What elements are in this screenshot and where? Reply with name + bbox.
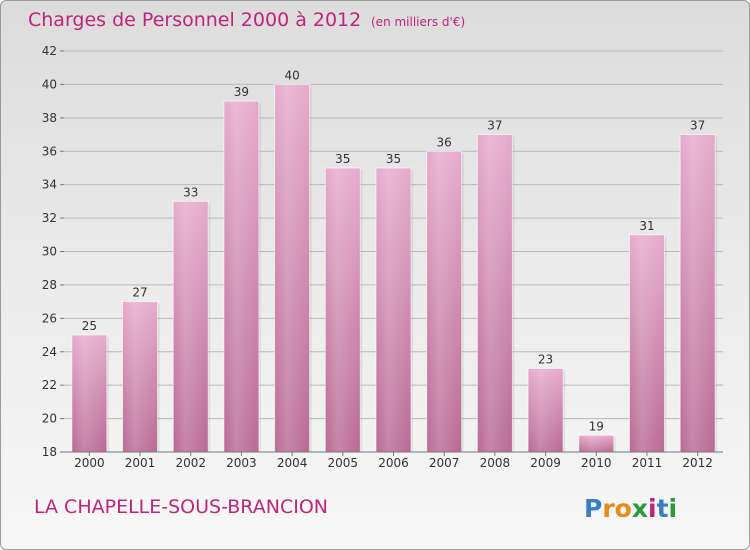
bar-highlight [629,234,665,452]
bar-highlight [528,368,564,452]
bar-highlight [578,435,614,452]
y-tick-label: 30 [42,245,57,259]
x-tick-label-2001: 2001 [125,456,156,470]
logo-letter: r [602,494,615,523]
y-tick-label: 42 [42,44,57,58]
bar-highlight [477,134,513,452]
y-tick-label: 28 [42,278,57,292]
x-tick-label-2003: 2003 [226,456,257,470]
data-label-2007: 36 [437,135,452,149]
x-tick-label-2006: 2006 [378,456,409,470]
x-tick-label-2005: 2005 [328,456,359,470]
bar-highlight [122,301,158,452]
data-label-2010: 19 [589,419,604,433]
bar-highlight [680,134,716,452]
x-tick-label-2011: 2011 [632,456,663,470]
bar-highlight [325,167,361,453]
logo-letter: i [669,494,678,523]
data-label-2009: 23 [538,352,553,366]
bar-highlight [426,151,462,452]
bars [71,83,718,453]
data-label-2004: 40 [284,68,299,82]
data-label-2012: 37 [690,119,705,133]
commune-name: LA CHAPELLE-SOUS-BRANCION [34,496,328,518]
logo-letter: x [632,494,648,523]
y-tick-label: 38 [42,111,57,125]
bar-highlight [173,201,209,452]
data-labels: 25 27 33 39 40 35 35 36 37 23 19 31 37 [82,68,706,433]
y-tick-label: 20 [42,412,57,426]
data-label-2006: 35 [386,152,401,166]
y-tick-label: 22 [42,378,57,392]
logo-letter: t [657,494,669,523]
logo-letter: o [615,494,632,523]
x-axis-ticks: 2000 2001 2002 2003 2004 2005 2006 2007 2008 2009… [74,452,713,470]
y-tick-label: 36 [42,144,57,158]
data-label-2000: 25 [82,319,97,333]
data-label-2011: 31 [639,219,654,233]
bar-highlight [223,101,259,452]
logo-letter: i [648,494,657,523]
y-tick-label: 24 [42,345,57,359]
chart-title: Charges de Personnel 2000 à 2012 [28,9,361,31]
proxiti-logo: Proxiti [584,494,677,523]
x-tick-label-2010: 2010 [581,456,612,470]
x-tick-label-2002: 2002 [175,456,206,470]
y-axis-ticks: 18 20 22 24 26 28 30 32 34 36 38 40 42 [42,44,64,459]
data-label-2001: 27 [132,286,147,300]
x-tick-label-2007: 2007 [429,456,460,470]
y-tick-label: 32 [42,211,57,225]
y-tick-label: 26 [42,311,57,325]
chart-subtitle: (en milliers d'€) [371,15,465,29]
y-tick-label: 40 [42,77,57,91]
bar-highlight [376,167,411,453]
logo-letter: P [584,494,602,523]
bar-highlight [274,84,310,453]
data-label-2003: 39 [234,85,249,99]
y-tick-label: 18 [42,445,57,459]
data-label-2008: 37 [487,119,502,133]
y-tick-label: 34 [42,178,57,192]
bar-highlight [71,335,107,452]
x-tick-label-2009: 2009 [530,456,561,470]
x-tick-label-2004: 2004 [277,456,308,470]
data-label-2005: 35 [335,152,350,166]
x-tick-label-2008: 2008 [480,456,511,470]
x-tick-label-2000: 2000 [74,456,105,470]
x-tick-label-2012: 2012 [682,456,713,470]
data-label-2002: 33 [183,185,198,199]
